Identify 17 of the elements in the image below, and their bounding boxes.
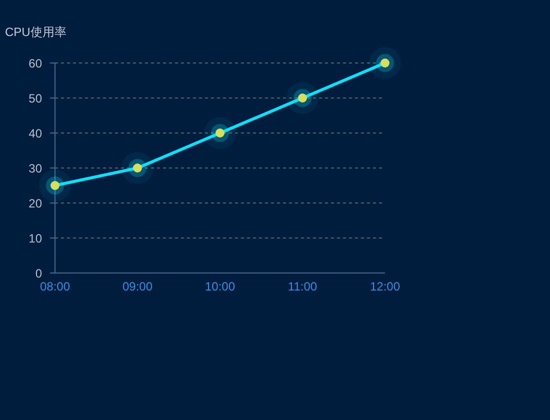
y-tick-label: 50 <box>28 91 42 106</box>
y-tick-label: 0 <box>35 266 42 280</box>
y-tick-label: 40 <box>28 126 42 140</box>
point <box>122 152 154 184</box>
x-tick-label: 09:00 <box>122 280 153 294</box>
y-tick-label: 30 <box>28 161 42 176</box>
y-tick-label: 60 <box>28 56 42 70</box>
x-tick-label: 12:00 <box>370 280 400 294</box>
point <box>369 47 401 79</box>
x-tick-label: 08:00 <box>40 280 70 294</box>
x-tick-label: 11:00 <box>288 280 318 294</box>
x-tick-label: 10:00 <box>204 280 236 294</box>
y-tick-label: 10 <box>28 231 42 246</box>
y-axis-title: CPU使用率 <box>5 24 66 41</box>
point <box>204 117 236 149</box>
point <box>286 82 318 114</box>
y-tick-label: 20 <box>28 196 42 210</box>
